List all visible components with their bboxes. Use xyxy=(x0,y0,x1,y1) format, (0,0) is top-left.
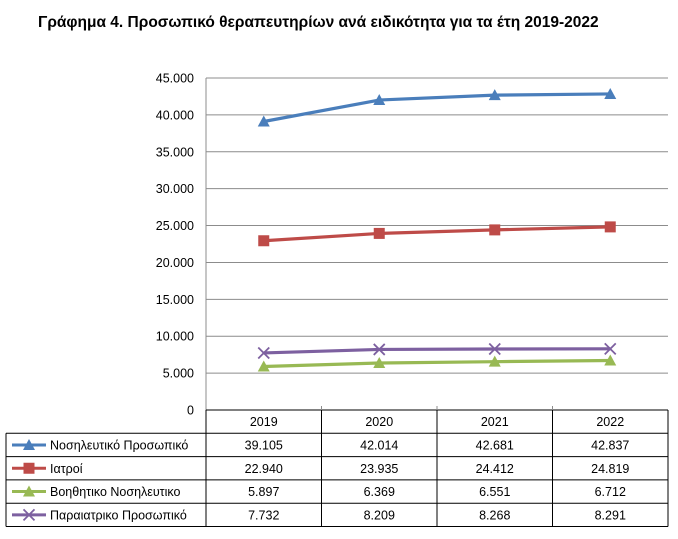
series-1-point-2021 xyxy=(489,224,501,236)
series-3-point-2022 xyxy=(604,342,617,355)
series-0-point-2021 xyxy=(488,89,501,101)
series-2-point-2019 xyxy=(257,360,270,372)
y-tick-label: 35.000 xyxy=(156,145,194,159)
x-tick-label-2022: 2022 xyxy=(596,415,624,429)
series-1-point-2022 xyxy=(604,221,616,233)
series-3-point-2021 xyxy=(488,342,501,356)
series-0-value-2021: 42.681 xyxy=(476,438,514,452)
y-tick-label: 0 xyxy=(187,404,194,418)
series-2-value-2022: 6.712 xyxy=(595,485,626,499)
chart-title: Γράφημα 4. Προσωπικό θεραπευτηρίων ανά ε… xyxy=(38,14,599,31)
y-tick-label: 30.000 xyxy=(156,182,194,196)
series-0-line xyxy=(263,92,611,124)
y-tick-label: 40.000 xyxy=(156,108,194,122)
series-3-legend-label: Παραιατρικο Προσωπικό xyxy=(50,508,187,522)
series-1-point-2020 xyxy=(373,227,385,239)
series-2-point-2022 xyxy=(604,354,617,366)
series-0-point-2022 xyxy=(604,87,617,99)
series-2-point-2020 xyxy=(373,357,386,369)
series-0-legend-label: Νοσηλευτικό Προσωπικό xyxy=(50,438,188,452)
series-3-value-2019: 7.732 xyxy=(248,508,279,522)
series-1-line xyxy=(263,225,611,243)
series-1-value-2022: 24.819 xyxy=(591,462,629,476)
y-tick-label: 20.000 xyxy=(156,256,194,270)
series-0-value-2020: 42.014 xyxy=(360,438,398,452)
y-tick-label: 25.000 xyxy=(156,219,194,233)
x-tick-label-2021: 2021 xyxy=(481,415,509,429)
series-1-value-2020: 23.935 xyxy=(360,462,398,476)
series-1-value-2019: 22.940 xyxy=(245,462,283,476)
series-3-value-2022: 8.291 xyxy=(595,508,626,522)
series-2-value-2019: 5.897 xyxy=(248,485,279,499)
series-2-line xyxy=(263,358,611,369)
series-3-value-2020: 8.209 xyxy=(364,508,395,522)
y-tick-label: 5.000 xyxy=(163,367,194,381)
series-2-value-2021: 6.551 xyxy=(479,485,510,499)
series-1-legend-label: Ιατροί xyxy=(50,462,83,476)
series-3-line xyxy=(263,347,611,355)
series-3-point-2019 xyxy=(257,346,270,360)
series-1-point-2019 xyxy=(258,235,270,247)
series-1-value-2021: 24.412 xyxy=(476,462,514,476)
y-tick-label: 10.000 xyxy=(156,330,194,344)
series-3-legend-marker xyxy=(22,508,36,521)
y-tick-label: 45.000 xyxy=(156,72,194,86)
y-tick-label: 15.000 xyxy=(156,293,194,307)
series-3-value-2021: 8.268 xyxy=(479,508,510,522)
series-1-legend-marker xyxy=(23,462,35,474)
series-2-legend-marker xyxy=(23,485,35,497)
series-0-legend-marker xyxy=(23,438,35,450)
series-2-point-2021 xyxy=(488,355,501,367)
x-tick-label-2020: 2020 xyxy=(365,415,393,429)
x-tick-label-2019: 2019 xyxy=(250,415,278,429)
series-0-point-2020 xyxy=(373,94,386,106)
series-0-point-2019 xyxy=(257,115,270,127)
series-0-value-2019: 39.105 xyxy=(245,438,283,452)
series-3-point-2020 xyxy=(373,343,386,356)
series-0-value-2022: 42.837 xyxy=(591,438,629,452)
series-2-value-2020: 6.369 xyxy=(364,485,395,499)
series-2-legend-label: Βοηθητικο Νοσηλευτικο xyxy=(50,485,180,499)
